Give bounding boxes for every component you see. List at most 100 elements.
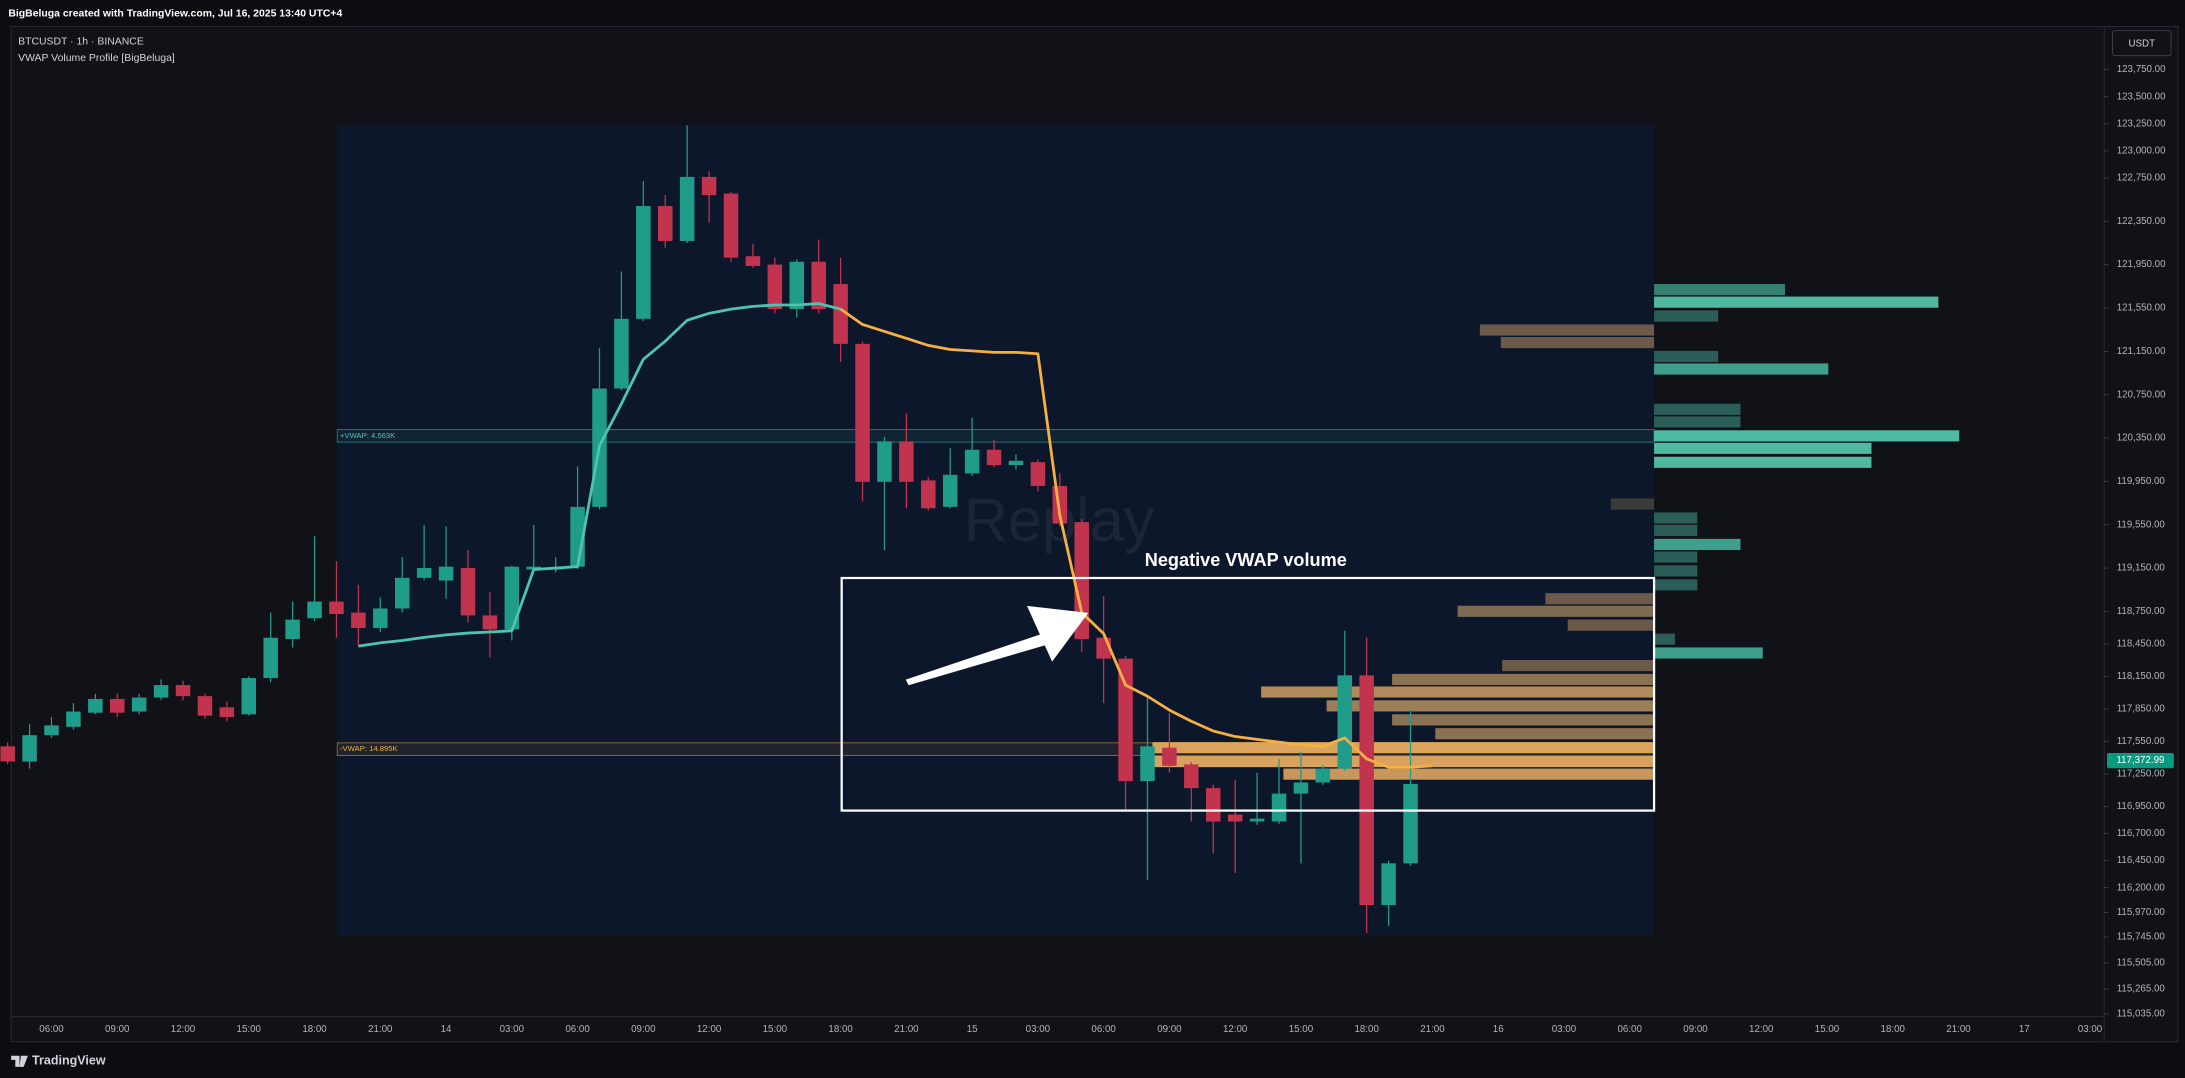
sell-volume-bar (1500, 337, 1655, 349)
sell-volume-bar (1326, 700, 1655, 712)
y-tick-label: 117,850.00 (2117, 703, 2166, 714)
x-tick-label: 21:00 (1946, 1024, 1971, 1035)
x-tick-label: 18:00 (1354, 1024, 1379, 1035)
candle-body (1403, 783, 1418, 864)
x-tick-label: 09:00 (1157, 1024, 1182, 1035)
x-tick-label: 09:00 (1683, 1024, 1708, 1035)
candle-body (373, 608, 388, 628)
candle-body (1206, 788, 1221, 822)
currency-button[interactable] (2112, 30, 2172, 57)
y-tick-label: 118,450.00 (2117, 638, 2166, 649)
candle-body (899, 441, 914, 482)
y-tick-label: 115,265.00 (2117, 984, 2166, 995)
candle-body (1271, 793, 1287, 822)
buy-volume-bar (1654, 296, 1939, 308)
footer-bar (0, 1044, 2185, 1078)
candle-body (833, 284, 848, 344)
y-tick-label: 116,950.00 (2117, 801, 2166, 812)
candle-body (1008, 460, 1024, 466)
x-tick-label: 16 (1493, 1024, 1504, 1035)
x-tick-label: 15:00 (1815, 1024, 1840, 1035)
y-tick-label: 121,150.00 (2117, 346, 2166, 357)
candle-body (482, 615, 498, 630)
x-tick-label: 03:00 (500, 1024, 525, 1035)
candle-body (263, 637, 278, 679)
candle-body (438, 566, 454, 581)
vwap-level (336, 429, 1655, 443)
candle-body (504, 566, 520, 630)
y-tick-label: 123,000.00 (2117, 145, 2166, 156)
sell-volume-bar (1152, 742, 1655, 754)
vwap-level-label: -VWAP: 14.895K (340, 744, 398, 753)
buy-volume-bar (1654, 565, 1698, 577)
y-tick-label: 122,350.00 (2117, 216, 2166, 227)
x-tick-label: 21:00 (894, 1024, 919, 1035)
x-tick-label: 14 (441, 1024, 452, 1035)
candle-body (66, 711, 81, 727)
x-tick-label: 21:00 (368, 1024, 393, 1035)
y-tick-label: 119,950.00 (2117, 476, 2166, 487)
x-tick-label: 12:00 (1223, 1024, 1248, 1035)
candle-body (789, 261, 805, 310)
y-tick-label: 121,550.00 (2117, 303, 2166, 314)
candle-body (1293, 782, 1309, 794)
y-tick-label: 119,550.00 (2117, 519, 2166, 530)
y-tick-label: 123,750.00 (2117, 64, 2166, 75)
buy-volume-bar (1654, 442, 1872, 454)
y-tick-label: 123,250.00 (2117, 118, 2166, 129)
x-tick-label: 17 (2019, 1024, 2030, 1035)
x-tick-label: 15:00 (763, 1024, 788, 1035)
candle-body (964, 449, 980, 474)
buy-volume-bar (1654, 633, 1675, 645)
sell-volume-bar (1479, 324, 1655, 336)
candle-body (1359, 675, 1374, 906)
x-tick-label: 18:00 (1881, 1024, 1906, 1035)
x-tick-label: 15:00 (237, 1024, 262, 1035)
sell-volume-bar (1610, 498, 1655, 510)
y-tick-label: 116,700.00 (2117, 828, 2166, 839)
x-tick-label: 09:00 (631, 1024, 656, 1035)
y-tick-label: 121,950.00 (2117, 259, 2166, 270)
x-tick-label: 21:00 (1420, 1024, 1445, 1035)
candle-body (1162, 747, 1177, 766)
x-tick-label: 09:00 (105, 1024, 130, 1035)
candle-body (219, 707, 235, 718)
buy-volume-bar (1654, 310, 1719, 322)
vwap-level-label: +VWAP: 4.563K (340, 431, 396, 440)
candle-body (1074, 522, 1089, 640)
x-tick-label: 06:00 (39, 1024, 64, 1035)
candle-body (921, 480, 936, 509)
candle-body (416, 568, 432, 578)
x-tick-label: 15:00 (1289, 1024, 1314, 1035)
candle-body (88, 698, 103, 713)
x-tick-label: 12:00 (697, 1024, 722, 1035)
currency: USDT (2129, 38, 2156, 49)
y-tick-label: 117,250.00 (2117, 769, 2166, 780)
candle-body (460, 568, 476, 616)
x-tick-label: 06:00 (565, 1024, 590, 1035)
buy-volume-bar (1654, 403, 1741, 415)
y-tick-label: 116,450.00 (2117, 855, 2166, 866)
x-tick-label: 18:00 (302, 1024, 327, 1035)
arrow-shaft (905, 633, 1047, 686)
candle-body (1249, 818, 1265, 822)
last-price-box (2106, 752, 2174, 769)
y-tick-label: 115,745.00 (2117, 932, 2166, 943)
profile-region (337, 125, 1655, 936)
candle-body (811, 261, 826, 310)
sell-volume-bar (1502, 660, 1655, 672)
y-tick-label: 116,200.00 (2117, 882, 2166, 893)
buy-volume-bar (1654, 512, 1698, 524)
x-tick-label: 15 (967, 1024, 978, 1035)
x-tick-label: 03:00 (2078, 1024, 2103, 1035)
x-tick-label: 12:00 (1749, 1024, 1774, 1035)
candle-body (153, 685, 169, 698)
candle-body (1227, 814, 1243, 822)
buy-volume-bar (1654, 647, 1763, 659)
y-tick-label: 119,150.00 (2117, 563, 2166, 574)
y-tick-label: 115,970.00 (2117, 907, 2166, 918)
candle-body (877, 441, 892, 482)
buy-volume-bar (1654, 363, 1829, 375)
y-tick-label: 115,035.00 (2117, 1009, 2166, 1020)
